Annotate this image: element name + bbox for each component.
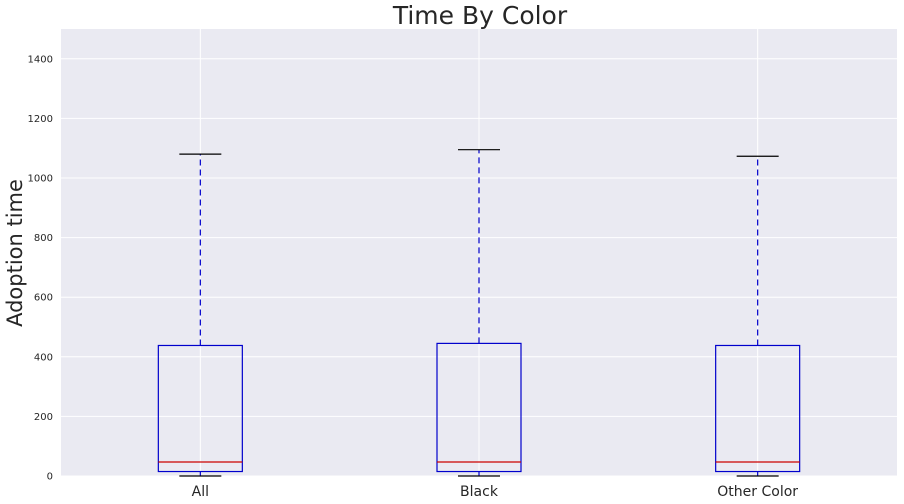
y-tick-label: 1000 [28,174,53,185]
y-tick-label: 600 [34,293,53,304]
y-tick-label: 400 [34,352,53,363]
box-plot-all [157,153,243,477]
box-plot-other-color [715,155,801,477]
x-tick-label: Black [460,484,499,500]
y-tick-label: 1200 [28,114,53,125]
y-tick-label: 200 [34,412,53,423]
y-tick-label: 800 [34,233,53,244]
iqr-box [436,342,522,473]
box-layer [157,149,801,477]
y-tick-labels: 0 200 400 600 800 1000 1200 1400 [28,54,53,482]
x-tick-labels: All Black Other Color [192,484,799,500]
x-tick-label: All [192,484,209,500]
y-tick-label: 1400 [28,54,53,65]
chart-title: Time By Color [392,1,568,30]
iqr-box [715,344,801,473]
y-axis-label: Adoption time [3,179,27,327]
x-tick-label: Other Color [717,484,798,500]
y-tick-label: 0 [47,472,53,483]
iqr-box [157,344,243,473]
box-plot-black [436,149,522,477]
